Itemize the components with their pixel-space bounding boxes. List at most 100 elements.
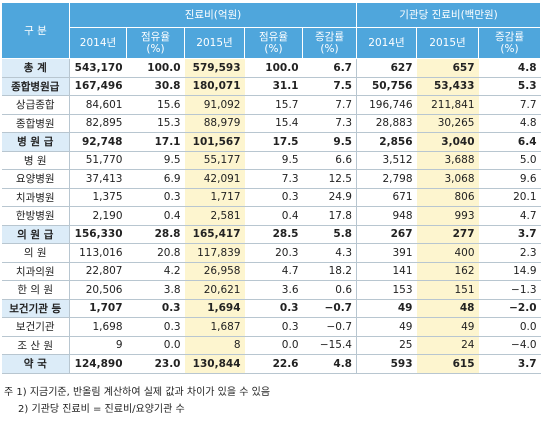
cell: 4.3 [302, 243, 357, 263]
row-label: 보건기관 등 [1, 299, 70, 318]
cell: 53,433 [416, 77, 479, 96]
cell: 18.2 [302, 262, 357, 281]
cell: 7.3 [244, 169, 303, 189]
cell: 0.3 [126, 317, 185, 337]
cell: 23.0 [126, 354, 185, 374]
column-header: 2015년 [416, 27, 479, 59]
cell: 28.8 [126, 225, 185, 244]
table-row: 치과의원 22,807 4.2 26,958 4.7 18.2 141 162 14.9 [1, 262, 541, 281]
cell: 6.7 [302, 58, 357, 78]
row-label: 상급종합 [1, 95, 70, 115]
cell: 162 [416, 262, 479, 281]
column-header: 증감률 (%) [477, 27, 541, 59]
cell: 0.3 [244, 299, 303, 318]
cell: −15.4 [302, 336, 357, 355]
table-row: 의 원 급 156,330 28.8 165,417 28.5 5.8 267 277 3.7 [1, 225, 541, 244]
table-row: 보건기관 등 1,707 0.3 1,694 0.3 −0.7 49 48 −2.0 [1, 299, 541, 318]
table-row: 요양병원 37,413 6.9 42,091 7.3 12.5 2,798 3,068 9.6 [1, 169, 541, 189]
column-header: 점유율 (%) [244, 27, 303, 59]
cell: 30,265 [416, 114, 479, 133]
table-row: 치과병원 1,375 0.3 1,717 0.3 24.9 671 806 20.1 [1, 188, 541, 207]
cell: 15.3 [126, 114, 185, 133]
row-label: 종합병원급 [1, 77, 70, 96]
row-label: 총 계 [1, 58, 70, 78]
table-row: 의 원 113,016 20.8 117,839 20.3 4.3 391 400 2.3 [1, 243, 541, 263]
cell: 0.3 [126, 299, 185, 318]
cell: 6.4 [478, 132, 541, 152]
cell: 100.0 [126, 58, 185, 78]
cell: 7.7 [478, 95, 541, 115]
cell: 20.1 [478, 188, 541, 207]
cell: 0.3 [244, 317, 303, 337]
cell: 0.0 [478, 317, 541, 337]
cell: 30.8 [126, 77, 185, 96]
cell: 31.1 [244, 77, 303, 96]
note: 2) 기관당 진료비 = 진료비/요양기관 수 [18, 404, 185, 415]
cell: 615 [416, 354, 479, 374]
row-label: 병 원 급 [1, 132, 70, 152]
cell: 2,856 [356, 132, 417, 152]
row-label: 요양병원 [1, 169, 70, 189]
table-row: 한방병원 2,190 0.4 2,581 0.4 17.8 948 993 4.7 [1, 206, 541, 226]
cell: 2.3 [478, 243, 541, 263]
column-header: 2014년 [69, 27, 127, 59]
cell: 627 [356, 58, 417, 78]
cell: 42,091 [184, 169, 245, 189]
cell: 17.5 [244, 132, 303, 152]
table-row: 상급종합 84,601 15.6 91,092 15.7 7.7 196,746 211,84… [1, 95, 541, 115]
cell: 3,040 [416, 132, 479, 152]
cell: 5.0 [478, 151, 541, 170]
cell: 277 [416, 225, 479, 244]
cell: 671 [356, 188, 417, 207]
row-label: 종합병원 [1, 114, 70, 133]
row-label: 한방병원 [1, 206, 70, 226]
cell: 543,170 [69, 58, 127, 78]
column-header: 2014년 [356, 27, 417, 59]
cell: 153 [356, 280, 417, 300]
cell: 100.0 [244, 58, 303, 78]
cell: 55,177 [184, 151, 245, 170]
row-label: 조 산 원 [1, 336, 70, 355]
cell: 28,883 [356, 114, 417, 133]
cell: 0.6 [302, 280, 357, 300]
cell: 51,770 [69, 151, 127, 170]
row-label: 보건기관 [1, 317, 70, 337]
cell: 196,746 [356, 95, 417, 115]
cell: 50,756 [356, 77, 417, 96]
cell: 14.9 [478, 262, 541, 281]
cell: 84,601 [69, 95, 127, 115]
row-label: 약 국 [1, 354, 70, 374]
cell: 3.7 [478, 354, 541, 374]
cell: 130,844 [184, 354, 245, 374]
table-body: 총 계 543,170 100.0 579,593 100.0 6.7 627 657 4.8 종… [1, 58, 541, 374]
cell: 20,621 [184, 280, 245, 300]
cell: 3,068 [416, 169, 479, 189]
cell: 141 [356, 262, 417, 281]
cell: 49 [356, 317, 417, 337]
cell: 400 [416, 243, 479, 263]
cell: −1.3 [478, 280, 541, 300]
cell: 3.6 [244, 280, 303, 300]
cell: 948 [356, 206, 417, 226]
column-header: 증감률 (%) [302, 27, 357, 59]
cell: 4.8 [478, 114, 541, 133]
cell: 1,717 [184, 188, 245, 207]
cell: 1,698 [69, 317, 127, 337]
cell: 211,841 [416, 95, 479, 115]
cell: −0.7 [302, 317, 357, 337]
cell: −2.0 [478, 299, 541, 318]
column-header: 점유율 (%) [126, 27, 185, 59]
cell: 12.5 [302, 169, 357, 189]
cell: 579,593 [184, 58, 245, 78]
row-label: 병 원 [1, 151, 70, 170]
cell: 7.5 [302, 77, 357, 96]
cell: 20.8 [126, 243, 185, 263]
cell: 15.6 [126, 95, 185, 115]
cell: 1,375 [69, 188, 127, 207]
cell: 165,417 [184, 225, 245, 244]
cell: 5.3 [478, 77, 541, 96]
cell: 5.8 [302, 225, 357, 244]
cell: 1,687 [184, 317, 245, 337]
cell: 37,413 [69, 169, 127, 189]
